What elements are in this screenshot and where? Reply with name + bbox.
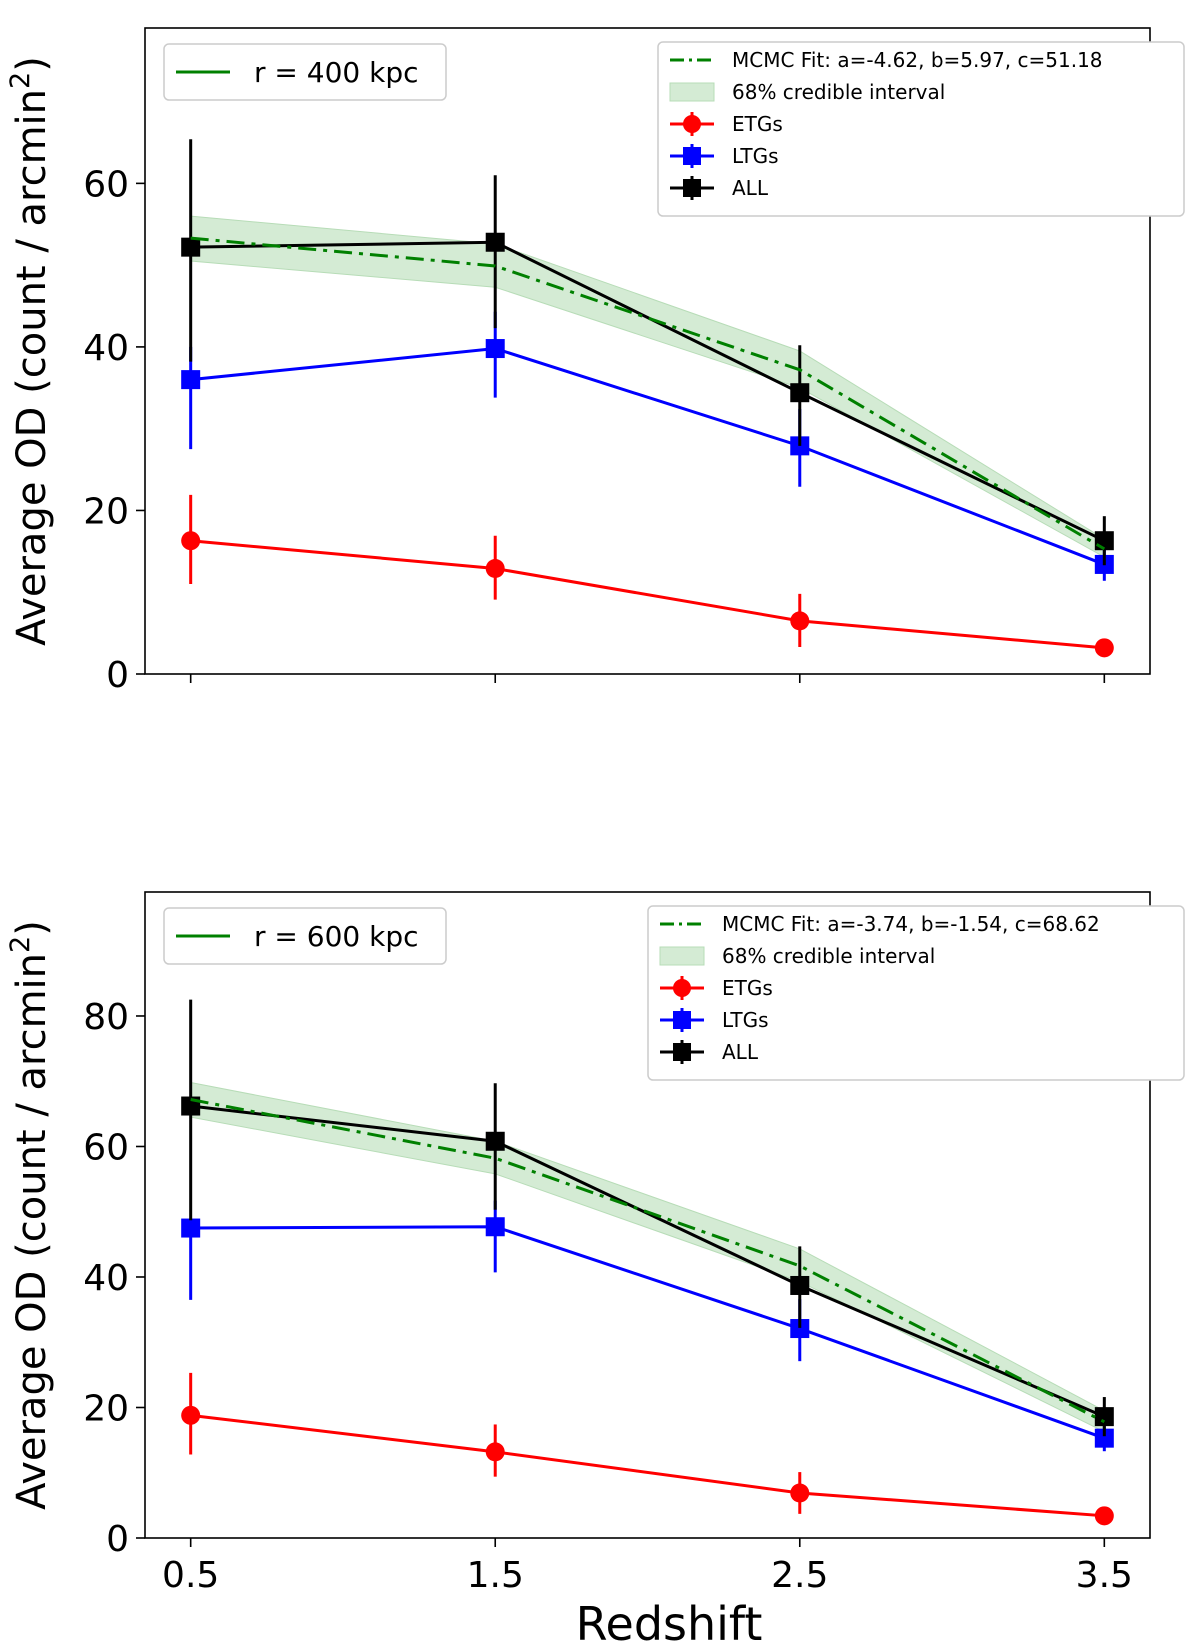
y-tick-label: 60 <box>83 164 129 205</box>
legend-etgs-marker <box>683 115 701 133</box>
y-tick-label: 40 <box>83 1258 129 1299</box>
x-tick-label: 2.5 <box>771 1555 828 1596</box>
series-line-ltgs <box>190 1225 1105 1440</box>
radius-legend <box>163 43 447 101</box>
legend-band-label: 68% credible interval <box>722 944 935 968</box>
fit-line <box>190 236 1106 551</box>
y-axis-label-superscript: 2 <box>5 72 36 89</box>
legend-ltgs-marker <box>683 147 701 165</box>
legend-etgs-label: ETGs <box>732 112 783 136</box>
y-axis-label-close: ) <box>9 920 55 936</box>
legend-all-label: ALL <box>722 1040 759 1064</box>
marker-etgs <box>790 611 810 631</box>
panel-r600: 0 20 40 60 80 0.5 1.5 2.5 3.5 Average OD (count /… <box>5 891 1185 1596</box>
radius-legend <box>163 907 447 965</box>
legend-all-marker <box>673 1043 691 1061</box>
y-tick-label: 0 <box>106 655 129 696</box>
marker-etgs <box>485 1442 505 1462</box>
axes-frame <box>144 891 1151 1539</box>
fit-line <box>190 1098 1106 1424</box>
x-tick-label: 0.5 <box>162 1555 219 1596</box>
marker-all <box>485 232 505 252</box>
y-tick-label: 0 <box>106 1519 129 1560</box>
y-tick-label: 20 <box>83 491 129 532</box>
legend-fit-label: MCMC Fit: a=-3.74, b=-1.54, c=68.62 <box>722 912 1100 936</box>
legend-etgs-marker <box>673 979 691 997</box>
marker-all <box>181 237 201 257</box>
legend-etgs-label: ETGs <box>722 976 773 1000</box>
marker-etgs <box>485 559 505 579</box>
marker-ltgs <box>485 1217 505 1237</box>
y-axis-label-text: Average OD (count / arcmin <box>9 953 55 1510</box>
series-line-etgs <box>190 539 1105 650</box>
series-line-all <box>190 240 1105 543</box>
series-line-all <box>190 1104 1105 1419</box>
legend-band-label: 68% credible interval <box>732 80 945 104</box>
series-line-ltgs <box>190 347 1105 566</box>
legend-ltgs-label: LTGs <box>722 1008 769 1032</box>
marker-ltgs <box>181 1218 201 1238</box>
panel-r400: 0 20 40 60 Average OD (count / arcmin2) r = 4… <box>5 27 1185 696</box>
legend-band-handle <box>659 946 705 966</box>
marker-etgs <box>181 531 201 551</box>
y-axis-label: Average OD (count / arcmin2) <box>5 920 55 1510</box>
legend-fit-label: MCMC Fit: a=-4.62, b=5.97, c=51.18 <box>732 48 1103 72</box>
marker-all <box>790 383 810 403</box>
y-tick-label: 60 <box>83 1127 129 1168</box>
credible-band <box>190 215 1105 558</box>
x-axis-label: Redshift <box>576 1597 763 1649</box>
legend-ltgs-label: LTGs <box>732 144 779 168</box>
y-tick-label: 20 <box>83 1388 129 1429</box>
y-axis-label-superscript: 2 <box>5 936 36 953</box>
marker-ltgs <box>485 339 505 359</box>
legend-all-label: ALL <box>732 176 769 200</box>
marker-etgs <box>1094 1506 1114 1526</box>
main-legend <box>647 905 1185 1081</box>
radius-legend-label: r = 600 kpc <box>254 920 419 953</box>
marker-all <box>790 1275 810 1295</box>
marker-ltgs <box>181 370 201 390</box>
marker-all <box>485 1131 505 1151</box>
axes-frame <box>144 27 1151 675</box>
marker-ltgs <box>1094 1428 1114 1448</box>
legend-band-handle <box>669 82 715 102</box>
y-axis-label-close: ) <box>9 56 55 72</box>
y-axis-label-text: Average OD (count / arcmin <box>9 89 55 646</box>
marker-ltgs <box>790 1319 810 1339</box>
y-axis-label: Average OD (count / arcmin2) <box>5 56 55 646</box>
legend-all-marker <box>683 179 701 197</box>
marker-etgs <box>181 1405 201 1425</box>
series-line-etgs <box>190 1413 1105 1518</box>
radius-legend-label: r = 400 kpc <box>254 56 419 89</box>
marker-etgs <box>790 1483 810 1503</box>
legend-ltgs-marker <box>673 1011 691 1029</box>
x-tick-label: 3.5 <box>1076 1555 1133 1596</box>
main-legend <box>657 41 1185 217</box>
y-tick-label: 40 <box>83 328 129 369</box>
marker-all <box>1094 1407 1114 1427</box>
y-tick-label: 80 <box>83 997 129 1038</box>
marker-etgs <box>1094 638 1114 658</box>
x-tick-label: 1.5 <box>467 1555 524 1596</box>
credible-band <box>190 1081 1105 1433</box>
